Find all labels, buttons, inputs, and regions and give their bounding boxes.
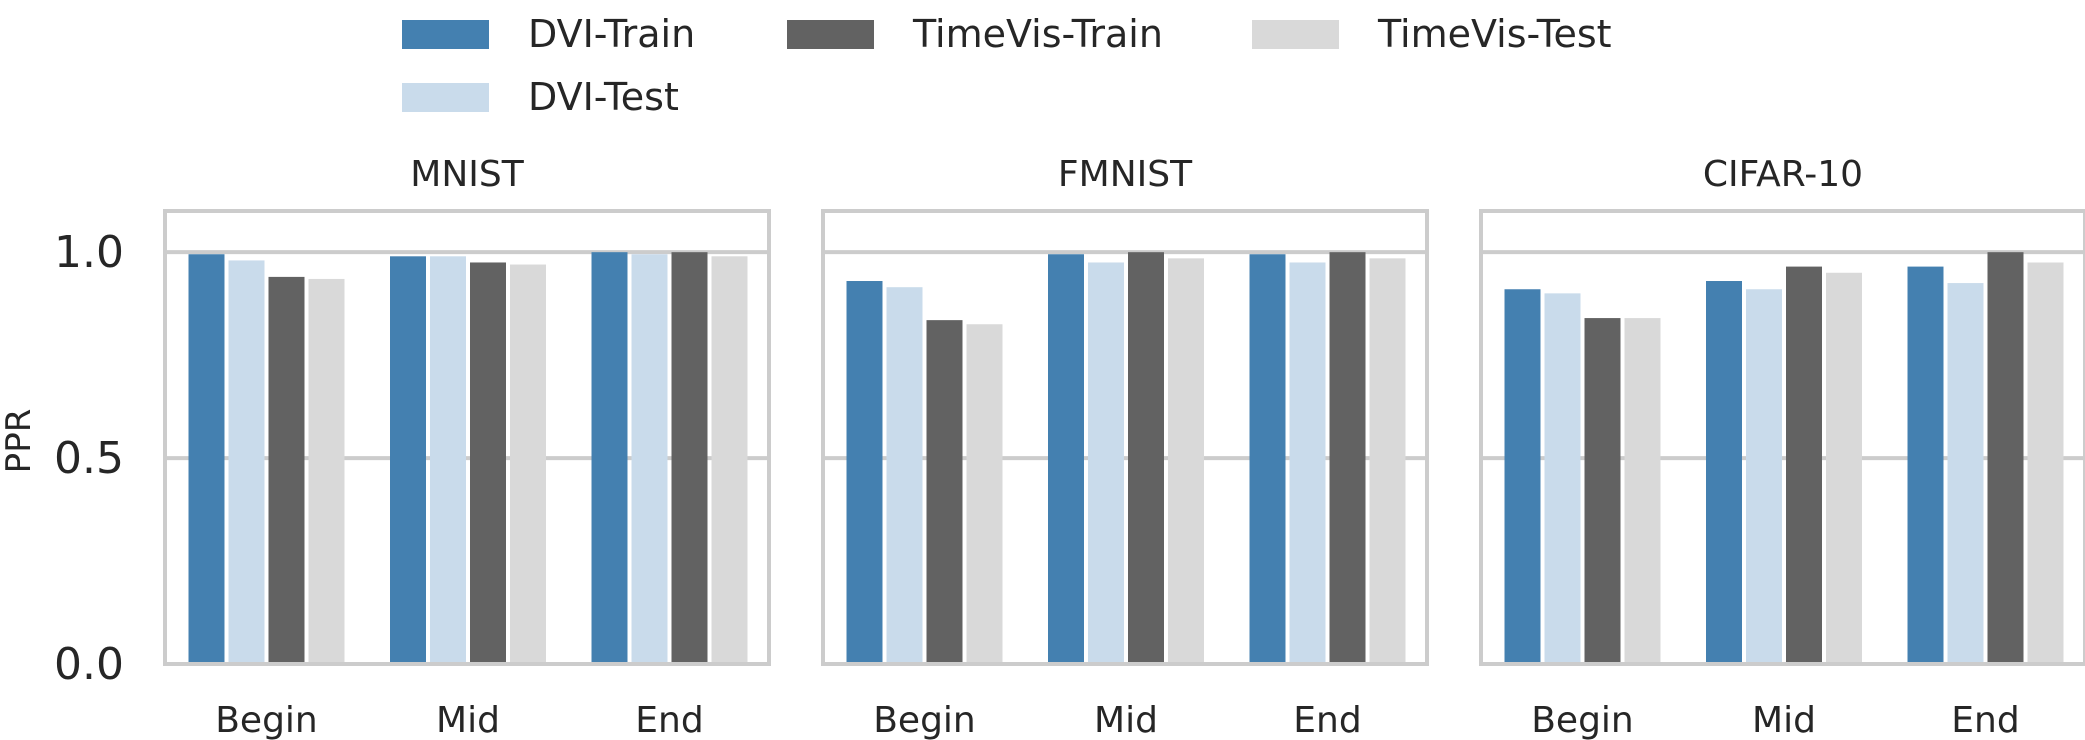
bar-dvi-test <box>228 260 265 664</box>
bar-dvi-train <box>1048 254 1084 664</box>
x-tick-label: End <box>1293 700 1361 740</box>
legend-swatch-timevis-test <box>1252 20 1339 49</box>
bar-timevis-test <box>308 278 345 664</box>
bar-dvi-train <box>1504 289 1541 664</box>
bar-dvi-test <box>1544 293 1581 664</box>
bar-dvi-train <box>1706 281 1742 664</box>
panel-cifar-10: Begin Mid End CIFAR-10 <box>1479 154 2085 740</box>
panel-title: CIFAR-10 <box>1703 154 1863 195</box>
legend-swatch-timevis-train <box>787 20 874 49</box>
bar-dvi-train <box>591 252 628 664</box>
bar-timevis-test <box>510 264 546 664</box>
bar-dvi-test <box>886 287 923 664</box>
x-tick-label: Mid <box>436 700 500 740</box>
panel-frame <box>163 209 771 666</box>
bar-timevis-test <box>1168 258 1204 664</box>
bar-timevis-test <box>711 256 748 664</box>
legend-swatch-dvi-test <box>402 83 489 112</box>
bar-timevis-train <box>470 262 506 664</box>
bar-dvi-train <box>390 256 426 664</box>
panel-title: MNIST <box>410 154 524 195</box>
x-tick-label: Mid <box>1094 700 1158 740</box>
bar-timevis-test <box>966 324 1003 664</box>
bar-timevis-train <box>1987 252 2024 664</box>
bar-timevis-train <box>1128 252 1164 664</box>
y-tick-label: 0.5 <box>54 433 124 484</box>
bar-timevis-test <box>2027 262 2064 664</box>
y-axis-label: PPR <box>0 409 39 474</box>
x-tick-label: Begin <box>215 700 318 740</box>
bar-dvi-test <box>1088 262 1124 664</box>
bar-timevis-test <box>1369 258 1406 664</box>
panel-fmnist: Begin Mid End FMNIST <box>821 154 1429 740</box>
x-tick-label: Mid <box>1752 700 1816 740</box>
bar-dvi-test <box>631 254 668 664</box>
bar-dvi-train <box>1249 254 1286 664</box>
bar-dvi-test <box>1746 289 1782 664</box>
x-tick-label: End <box>1951 700 2019 740</box>
bar-dvi-train <box>1907 266 1944 664</box>
legend-label-timevis-test: TimeVis-Test <box>1377 12 1612 56</box>
bar-dvi-test <box>430 256 466 664</box>
bar-timevis-test <box>1624 318 1661 664</box>
bar-dvi-train <box>846 281 883 664</box>
x-tick-label: End <box>635 700 703 740</box>
panel-frame <box>821 209 1429 666</box>
panel-mnist: Begin Mid End MNIST <box>163 154 771 740</box>
bar-timevis-train <box>1584 318 1621 664</box>
legend-swatch-dvi-train <box>402 20 489 49</box>
panel-frame <box>1479 209 2085 666</box>
bar-timevis-train <box>1329 252 1366 664</box>
legend: DVI-Train TimeVis-Train TimeVis-Test DVI-Te… <box>402 12 1612 119</box>
bar-dvi-train <box>188 254 225 664</box>
x-tick-label: Begin <box>873 700 976 740</box>
bar-timevis-train <box>268 276 305 664</box>
panel-title: FMNIST <box>1058 154 1193 195</box>
bar-dvi-test <box>1289 262 1326 664</box>
bar-dvi-test <box>1947 283 1984 664</box>
legend-label-timevis-train: TimeVis-Train <box>912 12 1163 56</box>
bar-timevis-train <box>926 320 963 664</box>
y-tick-label: 1.0 <box>54 227 124 278</box>
y-tick-label: 0.0 <box>54 639 124 690</box>
bar-timevis-train <box>1786 266 1822 664</box>
legend-label-dvi-test: DVI-Test <box>528 75 679 119</box>
legend-label-dvi-train: DVI-Train <box>528 12 695 56</box>
bar-timevis-test <box>1826 272 1862 664</box>
bar-timevis-train <box>671 252 708 664</box>
x-tick-label: Begin <box>1531 700 1634 740</box>
